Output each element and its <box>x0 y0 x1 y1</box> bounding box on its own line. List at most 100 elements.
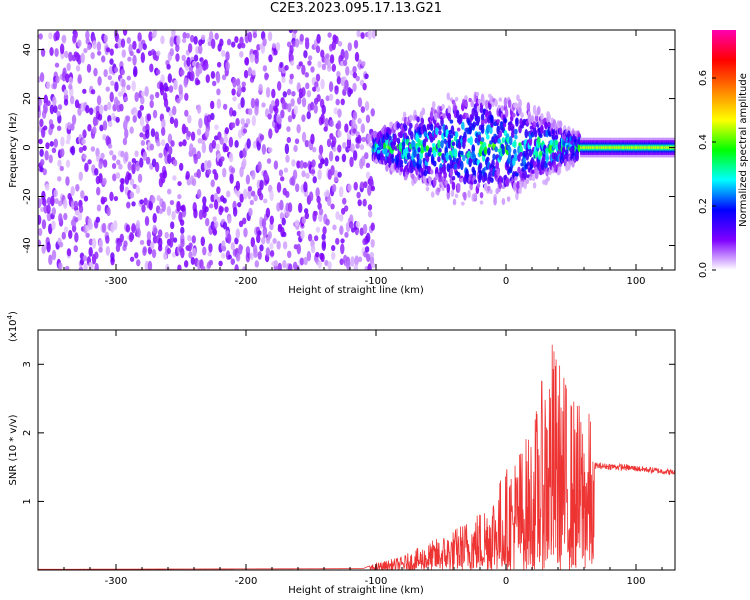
spectrogram-cell <box>357 199 362 207</box>
spectrogram-cell <box>342 59 348 67</box>
spectrogram-cell <box>249 252 254 260</box>
spectrogram-cell <box>492 153 496 161</box>
spectrogram-cell <box>510 125 515 133</box>
spectrogram-cell <box>558 120 563 128</box>
spectrogram-cell <box>71 114 77 125</box>
spectrogram-cell <box>321 233 326 241</box>
spectrogram-cell <box>360 106 366 113</box>
spectrogram-cell <box>325 95 330 102</box>
spectrogram-cell <box>152 30 157 38</box>
spectrogram-cell <box>352 128 357 134</box>
spectrogram-cell <box>241 81 246 88</box>
spectrogram-cell <box>581 146 584 149</box>
spectrogram-cell <box>161 201 166 213</box>
snr-x-tick-label: -100 <box>365 576 388 587</box>
spectrogram-cell <box>254 106 259 116</box>
spectrogram-cell <box>518 187 522 194</box>
spectrogram-cell <box>77 74 82 85</box>
spectrogram-cell <box>258 83 263 92</box>
spectrogram-cell <box>196 150 201 160</box>
spectrogram-cell <box>235 118 240 127</box>
spectrogram-cell <box>600 146 603 149</box>
spectrogram-cell <box>441 152 445 161</box>
spectrogram-cell <box>161 118 166 130</box>
spectrogram-cell <box>215 72 221 84</box>
spectrogram-cell <box>310 133 315 145</box>
spectrogram-cell <box>146 231 152 241</box>
spectrogram-cell <box>235 252 241 262</box>
spectrogram-cell <box>211 80 217 87</box>
spectrogram-cell <box>247 67 253 77</box>
spectrogram-cell <box>299 160 304 169</box>
spectrogram-cell <box>432 149 437 158</box>
spectrogram-cell <box>176 97 181 104</box>
spectrogram-cell <box>291 90 296 97</box>
snr-x-tick-label: -300 <box>105 576 128 587</box>
spectrogram-cell <box>226 233 232 244</box>
spectrogram-cell <box>121 78 126 89</box>
spectrogram-cell <box>435 166 439 175</box>
spectrogram-cell <box>305 82 310 90</box>
spectrogram-cell <box>337 40 343 47</box>
spectrogram-cell <box>456 127 461 132</box>
spectrogram-cell <box>202 196 207 205</box>
spectrogram-cell <box>145 156 151 165</box>
spectrogram-cell <box>145 128 150 139</box>
spectrogram-cell <box>184 109 189 117</box>
spectrogram-cell <box>139 104 145 111</box>
spectrogram-cell <box>296 243 301 255</box>
spectrogram-cell <box>93 67 98 77</box>
spectrogram-cell <box>207 251 212 257</box>
snr-x-tick-label: 100 <box>626 576 645 587</box>
spectrogram-cell <box>336 70 341 78</box>
spectrogram-cell <box>68 51 73 62</box>
spectrogram-cell <box>475 91 480 97</box>
spectrogram-cell <box>450 189 455 197</box>
spectrogram-cell <box>239 193 244 203</box>
spectrogram-cell <box>129 50 134 57</box>
spectrogram-cell <box>287 103 292 113</box>
spectrogram-cell <box>469 136 473 146</box>
spectrogram-cell <box>86 63 92 73</box>
spectrogram-cell <box>139 157 144 168</box>
spectrogram-cell <box>61 231 66 240</box>
spectrogram-cell <box>285 190 290 198</box>
spectrogram-cell <box>175 53 180 62</box>
spectrogram-cell <box>331 251 336 261</box>
spectrogram-cell <box>514 102 518 107</box>
spectrogram-cell <box>74 216 79 223</box>
spectrogram-cell <box>421 107 426 116</box>
spectrogram-cell <box>359 227 364 236</box>
spectrogram-cell <box>296 124 301 134</box>
spectrogram-cell <box>445 152 450 162</box>
spectrogram-cell <box>57 200 63 207</box>
spectrogram-cell <box>267 31 273 42</box>
spectrogram-cell <box>364 73 369 80</box>
spectrogram-cell <box>591 146 594 149</box>
spectrogram-cell <box>497 138 502 144</box>
spectrogram-cell <box>214 32 219 40</box>
spectrogram-cell <box>196 168 201 179</box>
spectrogram-cell <box>586 146 589 149</box>
spectrogram-cell <box>489 126 493 135</box>
spectrogram-cell <box>417 147 421 153</box>
spectrogram-cell <box>234 264 239 270</box>
spectrogram-cell <box>402 111 407 119</box>
spectrogram-cell <box>342 197 347 205</box>
spectrogram-cell <box>267 113 272 120</box>
spectrogram-cell <box>259 134 265 141</box>
spectrogram-cell <box>135 161 140 172</box>
spectrogram-cell <box>230 122 236 129</box>
spectrogram-cell <box>594 146 597 149</box>
spectrogram-cell <box>150 196 156 204</box>
spectrogram-cell <box>496 168 501 177</box>
spectrogram-cell <box>140 139 146 146</box>
spectrogram-cell <box>275 42 281 51</box>
spectrogram-cell <box>134 252 139 259</box>
spectrogram-cell <box>245 118 251 125</box>
spectrogram-cell <box>109 48 114 56</box>
spectrogram-cell <box>129 256 135 262</box>
spectrogram-cell <box>170 140 175 147</box>
spectrogram-cell <box>190 70 195 82</box>
spectrogram-cell <box>208 259 214 266</box>
